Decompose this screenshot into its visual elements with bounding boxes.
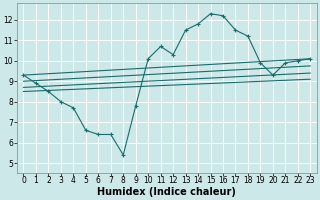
X-axis label: Humidex (Indice chaleur): Humidex (Indice chaleur) bbox=[98, 187, 236, 197]
